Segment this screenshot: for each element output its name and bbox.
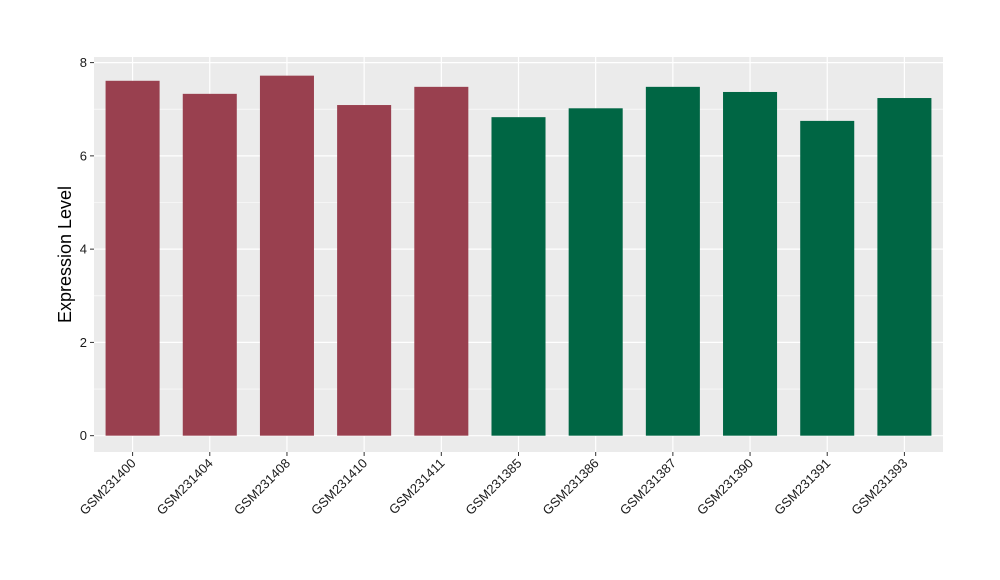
bar [568,108,623,436]
x-tick-label: GSM231390 [694,456,756,518]
bar [337,105,392,436]
x-tick-label: GSM231386 [540,456,602,518]
y-tick-label: 4 [80,242,87,257]
bar [182,93,237,436]
x-tick-label: GSM231408 [231,456,293,518]
bar [723,91,778,436]
x-tick-label: GSM231385 [462,456,524,518]
y-axis-title: Expression Level [55,186,75,323]
y-tick-label: 0 [80,428,87,443]
bar [800,120,855,436]
y-tick-label: 8 [80,55,87,70]
x-tick-label: GSM231400 [76,456,138,518]
x-tick-label: GSM231391 [771,456,833,518]
bar [877,98,932,436]
x-tick-label: GSM231410 [308,456,370,518]
bars [105,75,932,436]
y-tick-label: 6 [80,148,87,163]
y-tick-label: 2 [80,335,87,350]
x-tick-label: GSM231404 [154,456,216,518]
bar [105,80,160,436]
bar [645,86,700,436]
x-tick-label: GSM231393 [848,456,910,518]
bar [414,86,469,436]
bar [259,75,314,436]
y-axis: 0 2 4 6 8 [80,55,94,443]
x-axis: GSM231400 GSM231404 GSM231408 GSM231410 GSM2… [76,452,911,518]
x-tick-label: GSM231387 [617,456,679,518]
bar [491,117,546,436]
x-tick-label: GSM231411 [386,456,448,518]
